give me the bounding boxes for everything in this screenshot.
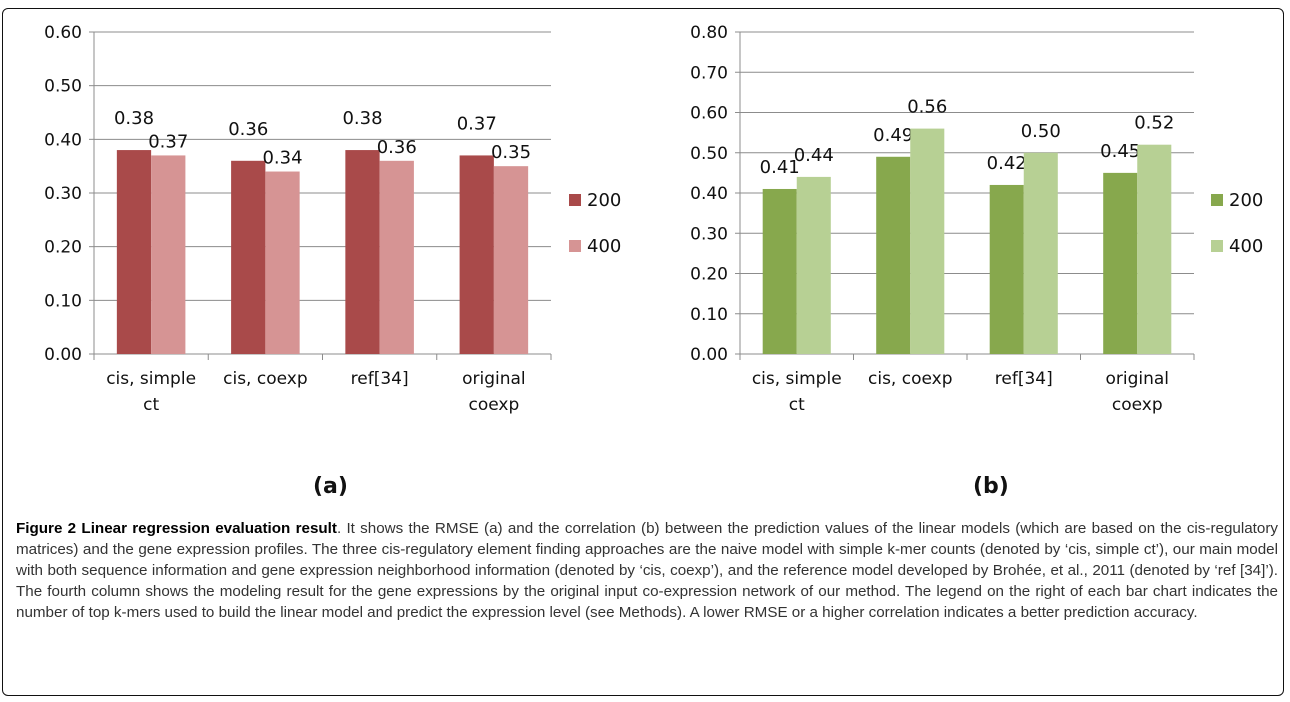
data-label: 0.36 <box>228 119 268 140</box>
legend-label: 400 <box>1229 236 1263 257</box>
bar-200 <box>459 155 494 354</box>
caption-title: Linear regression evaluation result <box>81 520 337 537</box>
panel-label-b: (b) <box>973 474 1009 499</box>
bar-200 <box>116 150 152 354</box>
correlation-bar-chart: 0.00 0.10 0.20 0.30 0.40 0.50 0.60 0.70 0.80 0.41… <box>690 23 1263 415</box>
bar-400 <box>151 155 186 354</box>
y-tick-label: 0.20 <box>690 265 728 285</box>
category-label: cis, coexp <box>868 369 953 389</box>
category-label: cis, coexp <box>223 369 308 389</box>
y-tick-label: 0.10 <box>690 305 728 325</box>
legend-swatch-400 <box>1211 240 1223 252</box>
category-label: ct <box>789 395 805 415</box>
bar-400 <box>379 160 414 354</box>
data-label: 0.44 <box>794 145 834 166</box>
y-tick-label: 0.00 <box>44 345 82 365</box>
legend-swatch-400 <box>569 240 581 252</box>
legend-label: 200 <box>1229 190 1263 211</box>
data-label: 0.34 <box>262 148 302 169</box>
bar-400 <box>796 176 831 354</box>
data-label: 0.35 <box>491 142 531 163</box>
data-label: 0.52 <box>1134 113 1174 134</box>
bar-200 <box>876 156 911 354</box>
y-tick-label: 0.50 <box>44 77 82 97</box>
y-tick-label: 0.00 <box>690 345 728 365</box>
bar-400 <box>910 128 945 354</box>
y-tick-label: 0.10 <box>44 291 82 311</box>
caption-figure-label: Figure 2 <box>16 520 77 537</box>
legend-label: 200 <box>587 190 621 211</box>
panel-label-a: (a) <box>313 474 348 499</box>
y-tick-label: 0.40 <box>44 130 82 150</box>
category-label: original <box>1105 369 1169 389</box>
bar-400 <box>493 166 529 354</box>
category-label: cis, simple <box>752 369 842 389</box>
bar-200 <box>989 184 1024 354</box>
legend-swatch-200 <box>1211 194 1223 206</box>
bar-200 <box>762 188 797 354</box>
data-label: 0.50 <box>1021 121 1061 142</box>
bar-400 <box>1023 152 1058 354</box>
caption-body: . It shows the RMSE (a) and the correlat… <box>16 520 1278 621</box>
data-label: 0.37 <box>148 131 188 152</box>
figure-caption: Figure 2 Linear regression evaluation re… <box>16 518 1278 623</box>
bar-200 <box>345 150 380 354</box>
figure-frame <box>2 8 1284 696</box>
bar-200 <box>1103 172 1138 354</box>
rmse-bar-chart: 0.000.100.200.300.400.500.600.380.37cis,… <box>44 23 621 415</box>
category-label: coexp <box>1112 395 1163 415</box>
category-label: ref[34] <box>995 369 1053 389</box>
y-tick-label: 0.60 <box>44 23 82 43</box>
y-tick-label: 0.80 <box>690 23 728 43</box>
bar-400 <box>265 171 300 354</box>
y-tick-label: 0.60 <box>690 104 728 124</box>
y-tick-label: 0.20 <box>44 238 82 258</box>
legend-label: 400 <box>587 236 621 257</box>
category-label: ct <box>143 395 159 415</box>
category-label: original <box>462 369 526 389</box>
data-label: 0.36 <box>377 137 417 158</box>
data-label: 0.41 <box>760 157 800 178</box>
data-label: 0.37 <box>457 113 497 134</box>
data-label: 0.42 <box>987 153 1027 174</box>
data-label: 0.56 <box>907 97 947 118</box>
data-label: 0.38 <box>114 108 154 129</box>
data-label: 0.49 <box>873 125 913 146</box>
category-label: ref[34] <box>351 369 409 389</box>
data-label: 0.38 <box>342 108 382 129</box>
legend-swatch-200 <box>569 194 581 206</box>
data-label: 0.45 <box>1100 141 1140 162</box>
y-tick-label: 0.30 <box>690 224 728 244</box>
bar-200 <box>231 160 266 354</box>
y-tick-label: 0.40 <box>690 184 728 204</box>
y-tick-label: 0.50 <box>690 144 728 164</box>
bar-400 <box>1137 144 1172 354</box>
y-tick-label: 0.30 <box>44 184 82 204</box>
category-label: coexp <box>468 395 519 415</box>
category-label: cis, simple <box>106 369 196 389</box>
y-tick-label: 0.70 <box>690 63 728 83</box>
